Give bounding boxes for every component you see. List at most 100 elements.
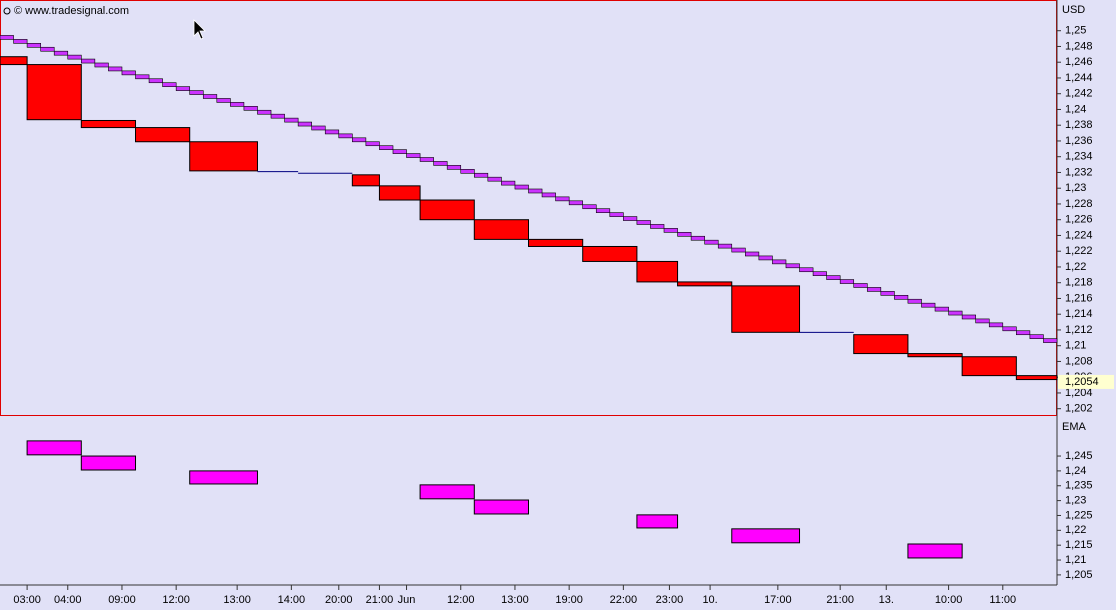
step-mark [690, 235, 705, 241]
y-tick-label: 1,25 [1065, 25, 1086, 37]
box [677, 281, 733, 287]
step-mark [907, 298, 922, 304]
step-mark [555, 196, 570, 202]
x-tick-label: 13:00 [223, 594, 251, 606]
step-mark [460, 169, 475, 174]
step-mark [230, 102, 245, 107]
box [528, 238, 584, 247]
y-axis-label: EMA [1062, 421, 1087, 433]
step-mark [568, 200, 584, 206]
box [419, 484, 475, 500]
x-tick-label: Jun [398, 594, 416, 606]
y-tick-label: 1,204 [1065, 387, 1093, 399]
y-tick-label: 1,24 [1065, 103, 1086, 115]
y-tick-label: 1,224 [1065, 229, 1093, 241]
step-mark [81, 58, 96, 64]
x-tick-label: 09:00 [108, 594, 136, 606]
step-mark [866, 287, 882, 292]
step-mark [948, 310, 963, 316]
step-mark [988, 322, 1004, 328]
y-tick-label: 1,246 [1065, 56, 1093, 68]
box [636, 514, 679, 529]
step-mark [53, 50, 69, 56]
step-mark [853, 283, 868, 288]
step-mark [392, 149, 407, 154]
box [80, 455, 137, 471]
x-tick-label: 10. [702, 594, 717, 606]
y-tick-label: 1,226 [1065, 214, 1093, 226]
step-mark [135, 74, 150, 80]
step-mark [202, 94, 218, 99]
step-mark [148, 78, 163, 84]
source: © www.tradesignal.com [14, 5, 129, 17]
x-tick-label: 12:00 [447, 594, 475, 606]
step-mark [1029, 334, 1044, 339]
step-mark [175, 86, 191, 91]
step-mark [677, 232, 692, 237]
step-mark [311, 125, 326, 131]
step-mark [704, 239, 719, 245]
step-mark [595, 208, 611, 213]
y-tick-label: 1,244 [1065, 72, 1093, 84]
step-mark [745, 251, 760, 257]
y-axis-label: USD [1062, 4, 1085, 16]
step-mark [257, 109, 272, 115]
step-mark [880, 291, 895, 296]
y-tick-label: 1,23 [1065, 495, 1086, 507]
step-mark [26, 43, 41, 48]
box [0, 56, 28, 66]
box [1015, 375, 1058, 381]
step-mark [961, 314, 976, 320]
y-tick-label: 1,21 [1065, 340, 1086, 352]
step-mark [297, 121, 312, 127]
step-mark [717, 243, 733, 249]
x-tick-label: 23:00 [656, 594, 684, 606]
step-mark [921, 302, 936, 308]
box [378, 185, 421, 201]
x-tick-label: 13. [879, 594, 894, 606]
y-tick-label: 1,22 [1065, 524, 1086, 536]
step-mark [785, 263, 800, 269]
x-tick-label: 11:00 [989, 594, 1016, 606]
step-mark [582, 204, 597, 210]
step-mark [446, 165, 462, 170]
step-mark [67, 54, 82, 60]
step-mark [216, 98, 231, 103]
x-tick-label: 14:00 [278, 594, 306, 606]
box [582, 245, 638, 262]
y-tick-label: 1,215 [1065, 539, 1093, 551]
box [731, 285, 801, 333]
last-value-label: 1,2054 [1065, 376, 1099, 388]
step-mark [419, 157, 434, 162]
step-mark [839, 279, 855, 284]
y-tick-label: 1,208 [1065, 355, 1093, 367]
step-mark [40, 46, 55, 52]
x-tick-label: 22:00 [610, 594, 638, 606]
step-mark [338, 133, 353, 139]
x-tick-label: 19:00 [555, 594, 583, 606]
x-tick-label: 13:00 [501, 594, 529, 606]
x-tick-label: 21:00 [366, 594, 394, 606]
y-tick-label: 1,202 [1065, 403, 1093, 415]
step-mark [812, 271, 827, 276]
box [135, 127, 191, 143]
step-mark [1016, 330, 1031, 336]
x-tick-label: 21:00 [826, 594, 854, 606]
y-tick-label: 1,228 [1065, 198, 1093, 210]
y-tick-label: 1,23 [1065, 182, 1086, 194]
x-tick-label: 17:00 [764, 594, 792, 606]
step-mark [0, 35, 14, 40]
last-value-box [1058, 374, 1114, 389]
step-mark [243, 106, 258, 111]
x-tick-label: 12:00 [162, 594, 190, 606]
step-mark [826, 275, 841, 280]
step-mark [324, 129, 340, 135]
step-mark [121, 70, 136, 76]
x-tick-label: 10:00 [935, 594, 963, 606]
step-mark [758, 255, 773, 261]
step-mark [731, 247, 746, 253]
box [731, 528, 801, 544]
step-mark [514, 184, 529, 190]
